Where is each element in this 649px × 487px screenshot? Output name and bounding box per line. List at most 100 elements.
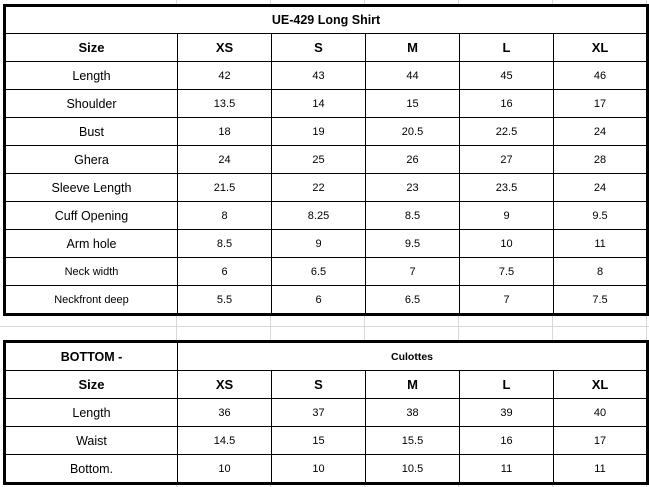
measurement-cell[interactable]: 25 [271,145,366,174]
table-row: Arm hole 8.5 9 9.5 10 11 [4,229,649,258]
table-row: Shoulder 13.5 14 15 16 17 [4,89,649,118]
measurement-cell[interactable]: 42 [177,61,272,90]
measurement-cell[interactable]: 7.5 [459,257,554,286]
row-label[interactable]: Bust [4,117,178,146]
row-label[interactable]: Ghera [4,145,178,174]
measurement-cell[interactable]: 7 [459,285,554,315]
header-size-col[interactable]: XS [177,370,272,399]
measurement-cell[interactable]: 22.5 [459,117,554,146]
measurement-cell[interactable]: 8 [177,201,272,230]
row-label[interactable]: Neckfront deep [4,285,178,315]
measurement-cell[interactable]: 10.5 [365,454,460,484]
measurement-cell[interactable]: 5.5 [177,285,272,315]
table-row: Waist 14.5 15 15.5 16 17 [4,426,649,455]
row-label[interactable]: Arm hole [4,229,178,258]
table-row: Bottom. 10 10 10.5 11 11 [4,454,649,484]
table-row: Neckfront deep 5.5 6 6.5 7 7.5 [4,285,649,315]
measurement-cell[interactable]: 22 [271,173,366,202]
table-row: Ghera 24 25 26 27 28 [4,145,649,174]
measurement-cell[interactable]: 24 [177,145,272,174]
header-size-col[interactable]: XL [552,33,649,62]
measurement-cell[interactable]: 17 [552,426,649,455]
measurement-cell[interactable]: 14.5 [177,426,272,455]
header-size-col[interactable]: M [365,370,460,399]
measurement-cell[interactable]: 46 [552,61,649,90]
header-size-col[interactable]: S [271,33,366,62]
measurement-cell[interactable]: 9.5 [552,201,649,230]
row-label[interactable]: Sleeve Length [4,173,178,202]
table-row: Cuff Opening 8 8.25 8.5 9 9.5 [4,201,649,230]
measurement-cell[interactable]: 15.5 [365,426,460,455]
measurement-cell[interactable]: 8 [552,257,649,286]
measurement-cell[interactable]: 15 [271,426,366,455]
long-shirt-size-table: UE-429 Long Shirt Size XS S M L XL Length 42 43… [3,4,649,316]
measurement-cell[interactable]: 16 [459,426,554,455]
measurement-cell[interactable]: 23.5 [459,173,554,202]
header-size[interactable]: Size [4,370,178,399]
measurement-cell[interactable]: 39 [459,398,554,427]
table-row: Bust 18 19 20.5 22.5 24 [4,117,649,146]
header-size-col[interactable]: L [459,370,554,399]
measurement-cell[interactable]: 9 [459,201,554,230]
measurement-cell[interactable]: 13.5 [177,89,272,118]
measurement-cell[interactable]: 23 [365,173,460,202]
measurement-cell[interactable]: 9.5 [365,229,460,258]
measurement-cell[interactable]: 6 [271,285,366,315]
row-label[interactable]: Waist [4,426,178,455]
measurement-cell[interactable]: 37 [271,398,366,427]
measurement-cell[interactable]: 8.5 [177,229,272,258]
measurement-cell[interactable]: 44 [365,61,460,90]
measurement-cell[interactable]: 19 [271,117,366,146]
measurement-cell[interactable]: 16 [459,89,554,118]
header-size-col[interactable]: S [271,370,366,399]
measurement-cell[interactable]: 18 [177,117,272,146]
measurement-cell[interactable]: 45 [459,61,554,90]
measurement-cell[interactable]: 24 [552,173,649,202]
measurement-cell[interactable]: 11 [459,454,554,484]
header-size-col[interactable]: L [459,33,554,62]
table-row: Length 42 43 44 45 46 [4,61,649,90]
table-title[interactable]: UE-429 Long Shirt [3,5,649,34]
measurement-cell[interactable]: 28 [552,145,649,174]
measurement-cell[interactable]: 20.5 [365,117,460,146]
row-label[interactable]: Bottom. [4,454,178,484]
measurement-cell[interactable]: 6.5 [365,285,460,315]
measurement-cell[interactable]: 10 [271,454,366,484]
row-label[interactable]: Cuff Opening [4,201,178,230]
measurement-cell[interactable]: 38 [365,398,460,427]
measurement-cell[interactable]: 10 [177,454,272,484]
measurement-cell[interactable]: 14 [271,89,366,118]
measurement-cell[interactable]: 40 [552,398,649,427]
table-row: Sleeve Length 21.5 22 23 23.5 24 [4,173,649,202]
measurement-cell[interactable]: 8.5 [365,201,460,230]
measurement-cell[interactable]: 6.5 [271,257,366,286]
table-subtitle[interactable]: Culottes [176,341,649,371]
row-label[interactable]: Neck width [4,257,178,286]
header-size-col[interactable]: XS [177,33,272,62]
row-label[interactable]: Shoulder [4,89,178,118]
header-size[interactable]: Size [4,33,178,62]
measurement-cell[interactable]: 24 [552,117,649,146]
measurement-cell[interactable]: 21.5 [177,173,272,202]
row-label[interactable]: Length [4,61,178,90]
measurement-cell[interactable]: 9 [271,229,366,258]
measurement-cell[interactable]: 11 [552,454,649,484]
measurement-cell[interactable]: 43 [271,61,366,90]
table-row: Neck width 6 6.5 7 7.5 8 [4,257,649,286]
measurement-cell[interactable]: 6 [177,257,272,286]
measurement-cell[interactable]: 8.25 [271,201,366,230]
measurement-cell[interactable]: 36 [177,398,272,427]
measurement-cell[interactable]: 26 [365,145,460,174]
measurement-cell[interactable]: 7.5 [552,285,649,315]
measurement-cell[interactable]: 17 [552,89,649,118]
measurement-cell[interactable]: 10 [459,229,554,258]
header-size-col[interactable]: XL [552,370,649,399]
table-title[interactable]: BOTTOM - [4,341,178,371]
measurement-cell[interactable]: 7 [365,257,460,286]
row-label[interactable]: Length [4,398,178,427]
measurement-cell[interactable]: 27 [459,145,554,174]
gridline [0,326,649,327]
measurement-cell[interactable]: 15 [365,89,460,118]
header-size-col[interactable]: M [365,33,460,62]
measurement-cell[interactable]: 11 [552,229,649,258]
